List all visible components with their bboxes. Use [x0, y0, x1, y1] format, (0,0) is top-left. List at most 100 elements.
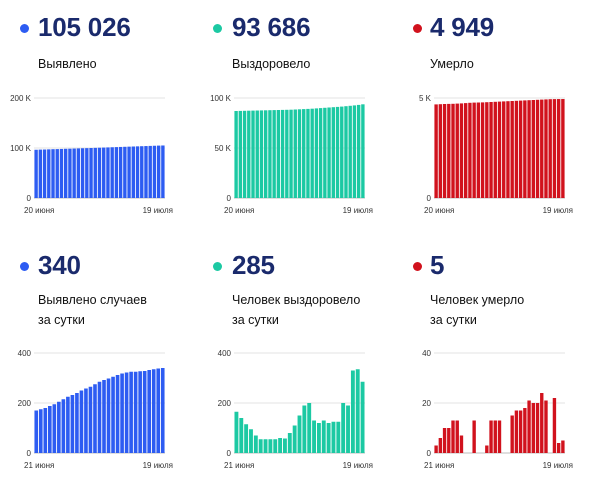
y-tick-label: 100 K: [210, 94, 232, 103]
bar: [442, 428, 447, 453]
x-tick-label: 19 июля: [543, 461, 573, 470]
bar: [51, 149, 55, 198]
bar: [255, 110, 259, 198]
panel-label: Человек выздоровело: [232, 293, 361, 307]
bar: [540, 99, 544, 198]
y-tick-label: 0: [27, 194, 32, 203]
bar: [297, 415, 302, 453]
bar: [316, 423, 321, 453]
bar: [253, 435, 258, 453]
bar: [514, 100, 519, 198]
bar: [434, 104, 438, 198]
bar: [552, 99, 557, 198]
x-tick-label: 20 июня: [24, 206, 54, 215]
bar: [59, 148, 64, 198]
y-tick-label: 100 K: [10, 144, 32, 153]
bar: [510, 101, 514, 198]
bar: [459, 435, 464, 453]
bar: [485, 102, 489, 198]
bar: [360, 381, 365, 453]
bar: [527, 100, 531, 198]
bar: [239, 418, 244, 453]
bar: [38, 409, 43, 453]
bar: [480, 102, 485, 198]
bar: [556, 443, 561, 453]
bar: [115, 375, 120, 453]
bar: [314, 108, 319, 198]
bar: [340, 106, 344, 198]
bar: [356, 104, 361, 198]
panel-label-line2: за сутки: [38, 313, 85, 327]
bar: [438, 438, 443, 453]
bar: [331, 421, 336, 453]
bar: [523, 408, 527, 453]
bar: [234, 411, 239, 453]
bar: [93, 147, 97, 198]
bar: [476, 102, 481, 198]
bar: [455, 420, 459, 453]
y-tick-label: 200 K: [10, 94, 32, 103]
panel-value: 93 686: [232, 12, 311, 42]
bar-chart: 0 200 400 21 июня 19 июля: [218, 349, 373, 470]
bar-chart: 0 50 K 100 K 20 июня 19 июля: [210, 94, 373, 215]
bar: [133, 371, 138, 453]
color-dot: [213, 262, 222, 271]
bar: [85, 148, 89, 198]
bar: [120, 373, 124, 453]
bar: [273, 439, 278, 453]
bar: [346, 405, 350, 453]
bar: [247, 110, 251, 198]
bar: [552, 398, 557, 453]
panel-label: Выявлено случаев: [38, 293, 147, 307]
bar: [306, 108, 310, 198]
bar: [312, 420, 316, 453]
bar: [447, 428, 451, 453]
bar: [160, 368, 165, 453]
panel-label-line2: за сутки: [430, 313, 477, 327]
x-tick-label: 20 июня: [224, 206, 254, 215]
bar: [118, 146, 123, 198]
bar: [497, 101, 502, 198]
panel-value: 105 026: [38, 12, 131, 42]
bar: [123, 146, 127, 198]
bar: [531, 100, 535, 198]
bar: [287, 433, 292, 453]
bar: [234, 111, 238, 198]
bar: [161, 145, 165, 198]
bar: [468, 102, 472, 198]
bar: [242, 110, 247, 198]
bar: [344, 106, 348, 198]
color-dot: [20, 262, 29, 271]
bar: [472, 102, 476, 198]
bar: [249, 429, 253, 453]
y-tick-label: 400: [218, 349, 232, 358]
bar: [438, 104, 443, 198]
bar: [272, 110, 276, 198]
bar: [355, 369, 360, 453]
bar: [129, 371, 133, 453]
bar: [447, 103, 451, 198]
x-tick-label: 19 июля: [543, 206, 573, 215]
bar: [106, 378, 111, 453]
bar: [293, 109, 297, 198]
bar: [289, 109, 293, 198]
bar: [326, 423, 331, 453]
bar: [114, 147, 119, 198]
x-tick-label: 19 июля: [343, 206, 373, 215]
bar: [361, 104, 365, 198]
bar: [348, 105, 352, 198]
bar-chart: 0 200 400 21 июня 19 июля: [18, 349, 173, 470]
panel-value: 340: [38, 250, 81, 280]
bar: [561, 99, 565, 198]
bar-chart: 0 5 K 20 июня 19 июля: [419, 94, 573, 215]
bar: [352, 105, 357, 198]
y-tick-label: 0: [227, 449, 232, 458]
bar: [57, 401, 61, 453]
bar: [111, 376, 115, 453]
bar: [142, 371, 147, 453]
y-tick-label: 50 K: [215, 144, 232, 153]
bar: [518, 410, 523, 453]
bar: [327, 107, 331, 198]
bar: [544, 400, 548, 453]
bar: [156, 145, 161, 198]
